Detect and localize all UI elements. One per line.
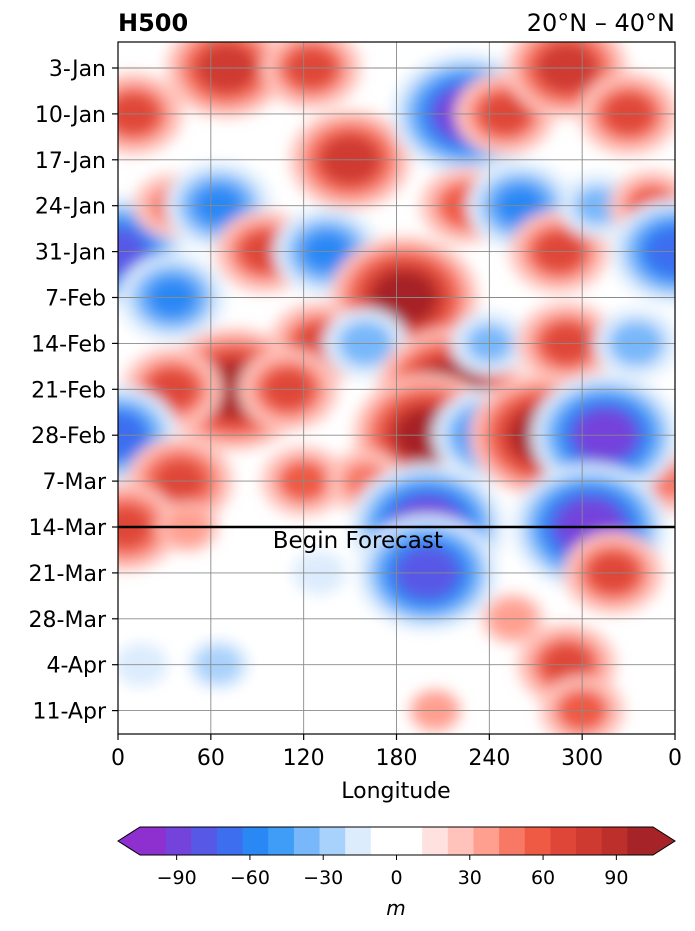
colorbar-segment — [140, 827, 167, 855]
colorbar-segment — [576, 827, 603, 855]
y-tick-label: 10-Jan — [35, 103, 106, 128]
plot-area: Begin Forecast — [117, 41, 676, 735]
colorbar-segment — [473, 827, 500, 855]
chart-title: H500 — [118, 9, 188, 37]
colorbar-segment — [601, 827, 628, 855]
x-tick-label: 60 — [197, 746, 225, 771]
colorbar-segment — [370, 827, 398, 855]
y-tick-label: 17-Jan — [35, 149, 106, 174]
y-tick-label: 24-Jan — [35, 195, 106, 220]
colorbar-segment — [165, 827, 192, 855]
colorbar-segment — [293, 827, 321, 855]
colorbar-segment — [550, 827, 577, 855]
y-tick-label: 21-Mar — [29, 562, 107, 587]
x-tick-label: 120 — [283, 746, 325, 771]
colorbar-segment — [447, 827, 475, 855]
x-tick-label: 180 — [376, 746, 418, 771]
colorbar-segment — [524, 827, 551, 855]
y-tick-label: 31-Jan — [35, 241, 106, 266]
y-tick-label: 7-Mar — [43, 470, 107, 495]
y-tick-label: 28-Mar — [29, 608, 107, 633]
colorbar-segment — [396, 827, 423, 855]
colorbar-segment — [216, 827, 244, 855]
colorbar-outline — [117, 826, 676, 856]
y-tick-label: 7-Feb — [45, 287, 106, 312]
colorbar: −90 −60 −30 0 30 60 90 — [117, 826, 676, 889]
x-tick-label: 0 — [668, 746, 682, 771]
region-label: 20°N – 40°N — [527, 9, 675, 37]
colorbar-tick-label: 60 — [531, 867, 555, 889]
x-axis: 0 60 120 180 240 300 0 — [111, 734, 682, 771]
colorbar-tick-label: 90 — [604, 867, 628, 889]
x-axis-label: Longitude — [341, 779, 450, 804]
y-tick-label: 14-Mar — [29, 516, 107, 541]
y-tick-label: 28-Feb — [31, 424, 106, 449]
x-tick-label: 300 — [561, 746, 603, 771]
colorbar-label: m — [386, 896, 405, 920]
colorbar-extend-high — [653, 827, 675, 855]
y-tick-label: 21-Feb — [31, 378, 106, 403]
y-axis: 3-Jan 10-Jan 17-Jan 24-Jan 31-Jan 7-Feb 14-Feb… — [29, 57, 118, 725]
colorbar-segment — [499, 827, 526, 855]
y-tick-label: 3-Jan — [49, 57, 106, 82]
colorbar-segment — [345, 827, 372, 855]
colorbar-segment — [268, 827, 295, 855]
colorbar-extend-low — [118, 827, 140, 855]
begin-forecast-label: Begin Forecast — [273, 528, 443, 554]
colorbar-tick-label: −90 — [157, 867, 197, 889]
colorbar-segment — [627, 827, 654, 855]
x-tick-label: 240 — [468, 746, 510, 771]
colorbar-segment — [422, 827, 449, 855]
y-tick-label: 11-Apr — [32, 700, 106, 725]
colorbar-segment — [242, 827, 269, 855]
colorbar-tick-label: −30 — [303, 867, 343, 889]
colorbar-tick-label: 30 — [458, 867, 482, 889]
colorbar-tick-label: −60 — [230, 867, 270, 889]
colorbar-segment — [319, 827, 346, 855]
y-tick-label: 14-Feb — [31, 332, 106, 357]
colorbar-segment — [191, 827, 218, 855]
colorbar-tick-label: 0 — [390, 867, 402, 889]
x-tick-label: 0 — [111, 746, 125, 771]
y-tick-label: 4-Apr — [46, 654, 106, 679]
